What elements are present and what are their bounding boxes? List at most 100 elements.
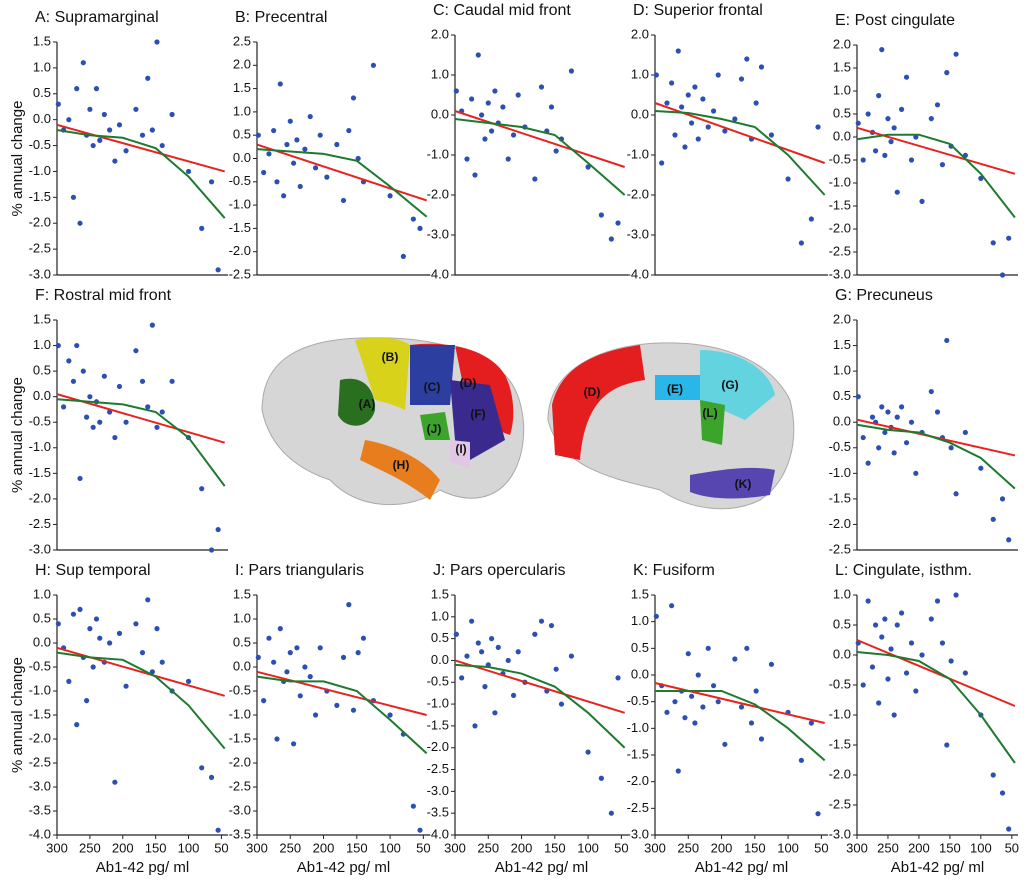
data-point xyxy=(77,220,83,226)
data-point xyxy=(74,86,80,92)
y-tick-label: -2.0 xyxy=(627,186,649,201)
data-point xyxy=(199,486,205,492)
data-point xyxy=(744,56,750,62)
y-tick-label: -1.0 xyxy=(229,706,251,721)
data-point xyxy=(692,84,698,90)
data-point xyxy=(928,388,934,395)
data-point xyxy=(758,736,765,742)
y-tick-label: 0.0 xyxy=(431,106,449,121)
y-tick-label: -1.5 xyxy=(229,730,251,745)
data-point xyxy=(66,117,72,123)
region xyxy=(700,350,775,420)
y-tick-label: -1.0 xyxy=(29,163,51,178)
y-tick-label: -4.0 xyxy=(427,266,449,281)
data-point xyxy=(944,70,950,76)
data-point xyxy=(55,342,61,349)
data-point xyxy=(346,127,352,134)
y-tick-label: -2.0 xyxy=(627,773,649,788)
data-point xyxy=(80,368,86,374)
data-point xyxy=(215,267,221,273)
fit-line xyxy=(454,663,626,749)
data-point xyxy=(77,606,83,613)
data-point xyxy=(882,152,888,158)
data-point xyxy=(948,445,954,451)
data-point xyxy=(355,155,361,162)
y-tick-label: -1.0 xyxy=(829,465,851,480)
data-point xyxy=(93,86,100,92)
y-tick-label: -0.5 xyxy=(229,173,251,188)
region xyxy=(690,467,775,499)
data-point xyxy=(123,683,129,689)
data-point xyxy=(768,661,775,667)
y-tick-label: -2.0 xyxy=(427,186,449,201)
data-point xyxy=(953,51,959,57)
data-point xyxy=(865,598,871,604)
data-point xyxy=(898,404,905,410)
data-point xyxy=(101,111,107,118)
data-point xyxy=(990,516,996,522)
data-point xyxy=(66,678,72,685)
data-point xyxy=(888,139,894,145)
y-tick-label: -2.0 xyxy=(829,516,851,531)
x-tick-label: 150 xyxy=(145,840,167,855)
data-point xyxy=(145,75,151,81)
data-point xyxy=(978,175,984,181)
x-tick-label: 150 xyxy=(939,840,961,855)
data-point xyxy=(74,722,80,728)
data-point xyxy=(722,741,728,747)
x-tick-label: 150 xyxy=(544,840,566,855)
data-point xyxy=(294,645,300,651)
data-point xyxy=(464,653,470,659)
data-point xyxy=(934,409,941,415)
y-tick-label: -2.5 xyxy=(229,266,251,281)
data-point xyxy=(688,693,695,699)
data-point xyxy=(608,810,614,816)
data-point xyxy=(255,654,261,661)
data-point xyxy=(928,116,934,122)
region-label: (E) xyxy=(667,382,683,396)
data-point xyxy=(685,92,691,98)
data-point xyxy=(215,526,221,533)
y-tick-label: 0.5 xyxy=(833,105,851,120)
data-point xyxy=(274,736,280,742)
data-point xyxy=(70,611,77,617)
y-tick-label: 1.0 xyxy=(833,586,851,601)
y-tick-label: -1.5 xyxy=(229,220,251,235)
data-point xyxy=(495,644,501,650)
data-point xyxy=(860,157,866,163)
data-point xyxy=(934,102,941,108)
data-point xyxy=(879,47,885,53)
y-tick-label: -1.0 xyxy=(229,197,251,212)
data-point xyxy=(978,465,984,471)
data-point xyxy=(154,424,160,430)
x-tick-label: 250 xyxy=(79,840,101,855)
y-axis-label: % annual change xyxy=(9,101,26,217)
data-point xyxy=(112,779,118,785)
x-tick-label: 250 xyxy=(877,840,899,855)
data-point xyxy=(112,434,118,441)
data-point xyxy=(97,137,103,143)
data-point xyxy=(290,160,297,166)
panel: L: Cingulate, isthm. 1.0 0.5 0.0 -0.5 -1.0 -1.… xyxy=(829,562,1019,876)
data-point xyxy=(87,106,93,112)
data-point xyxy=(87,394,93,400)
data-point xyxy=(598,212,604,218)
data-point xyxy=(453,631,459,637)
x-axis-label: Ab1-42 pg/ ml xyxy=(297,859,390,876)
data-point xyxy=(962,670,968,676)
data-point xyxy=(479,112,485,118)
data-point xyxy=(999,496,1006,502)
data-point xyxy=(538,84,545,90)
data-point xyxy=(860,434,866,441)
data-point xyxy=(485,100,491,106)
data-point xyxy=(287,650,293,656)
data-point xyxy=(169,378,175,384)
data-point xyxy=(1006,235,1012,241)
y-tick-label: 0.5 xyxy=(233,634,251,649)
region xyxy=(338,378,375,426)
x-tick-label: 100 xyxy=(970,840,992,855)
data-point xyxy=(83,698,90,704)
y-tick-label: 1.0 xyxy=(631,66,649,81)
data-point xyxy=(664,100,670,106)
data-point xyxy=(1006,537,1012,543)
